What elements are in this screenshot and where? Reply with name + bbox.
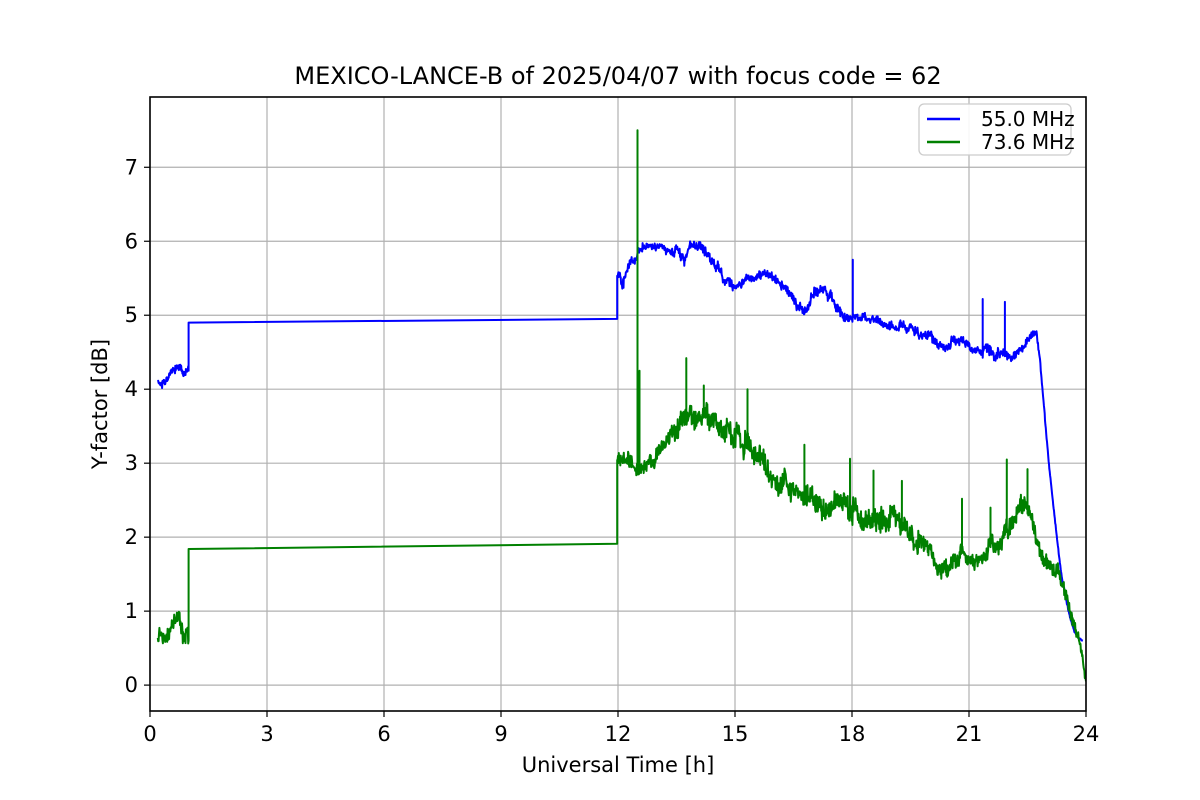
x-tick-label: 3 [260,722,273,746]
y-tick-label: 0 [125,673,138,697]
x-tick-label: 9 [494,722,507,746]
y-tick-label: 5 [125,303,138,327]
x-tick-label: 15 [722,722,749,746]
x-tick-label: 18 [839,722,866,746]
y-tick-label: 2 [125,525,138,549]
y-tick-label: 7 [125,155,138,179]
x-tick-label: 24 [1073,722,1100,746]
x-axis-label: Universal Time [h] [522,753,715,777]
data-series [156,129,1086,682]
y-tick-label: 1 [125,599,138,623]
x-tick-label: 12 [605,722,632,746]
legend-label-55-0-mhz: 55.0 MHz [981,107,1075,131]
chart-title: MEXICO-LANCE-B of 2025/04/07 with focus … [294,62,941,90]
series-line-73-6-mhz [156,129,1086,682]
series-line-55-0-mhz [156,240,1084,642]
x-tick-label: 0 [143,722,156,746]
y-tick-label: 3 [125,451,138,475]
y-tick-label: 6 [125,229,138,253]
legend: 55.0 MHz 73.6 MHz [918,103,1075,156]
x-tick-label: 6 [377,722,390,746]
legend-label-73-6-mhz: 73.6 MHz [981,130,1075,154]
axis-ticks [144,166,1087,717]
y-tick-label: 4 [125,377,138,401]
x-tick-label: 21 [956,722,983,746]
y-axis-label: Y-factor [dB] [88,339,112,470]
